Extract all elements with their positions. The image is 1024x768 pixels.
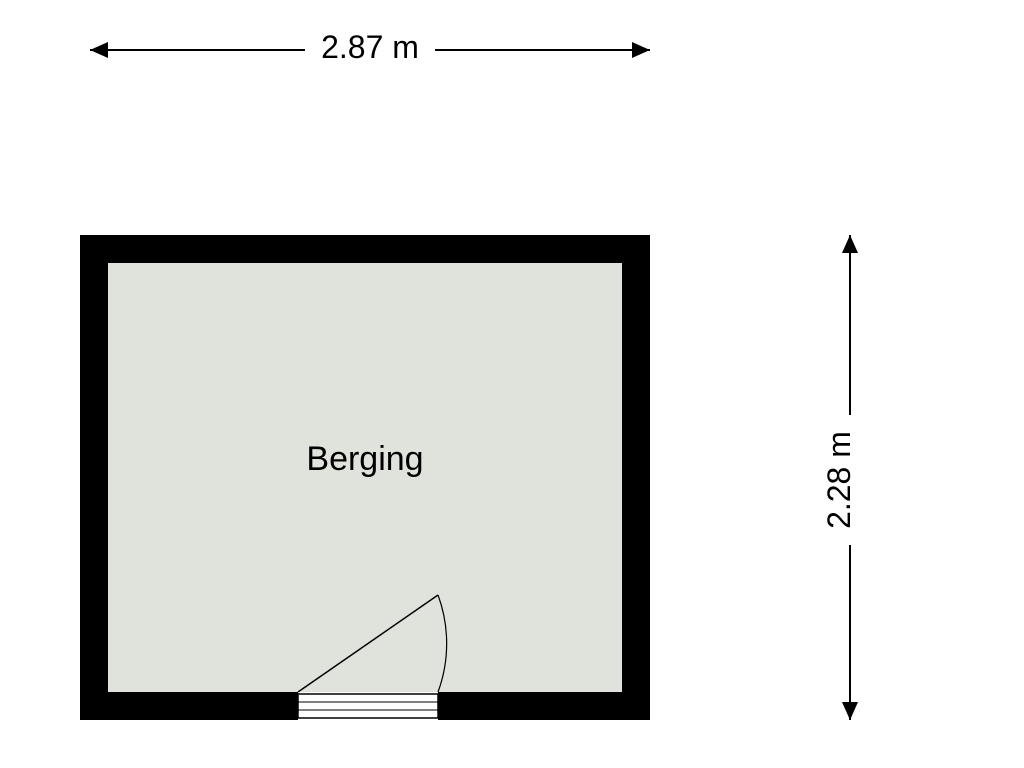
dimension-width-label: 2.87 m [321, 29, 419, 65]
wall-top [80, 235, 650, 263]
wall-left [80, 235, 108, 720]
wall-bottom-left [80, 692, 298, 720]
wall-bottom-right [438, 692, 650, 720]
room-label: Berging [306, 440, 423, 478]
dimension-height-label: 2.28 m [821, 431, 857, 529]
wall-right [622, 235, 650, 720]
dimension-top: 2.87 m [90, 28, 650, 68]
dimension-right: 2.28 m [821, 235, 870, 720]
floorplan-canvas: Berging 2.87 m 2.28 m [0, 0, 1024, 768]
door-threshold [298, 694, 438, 718]
